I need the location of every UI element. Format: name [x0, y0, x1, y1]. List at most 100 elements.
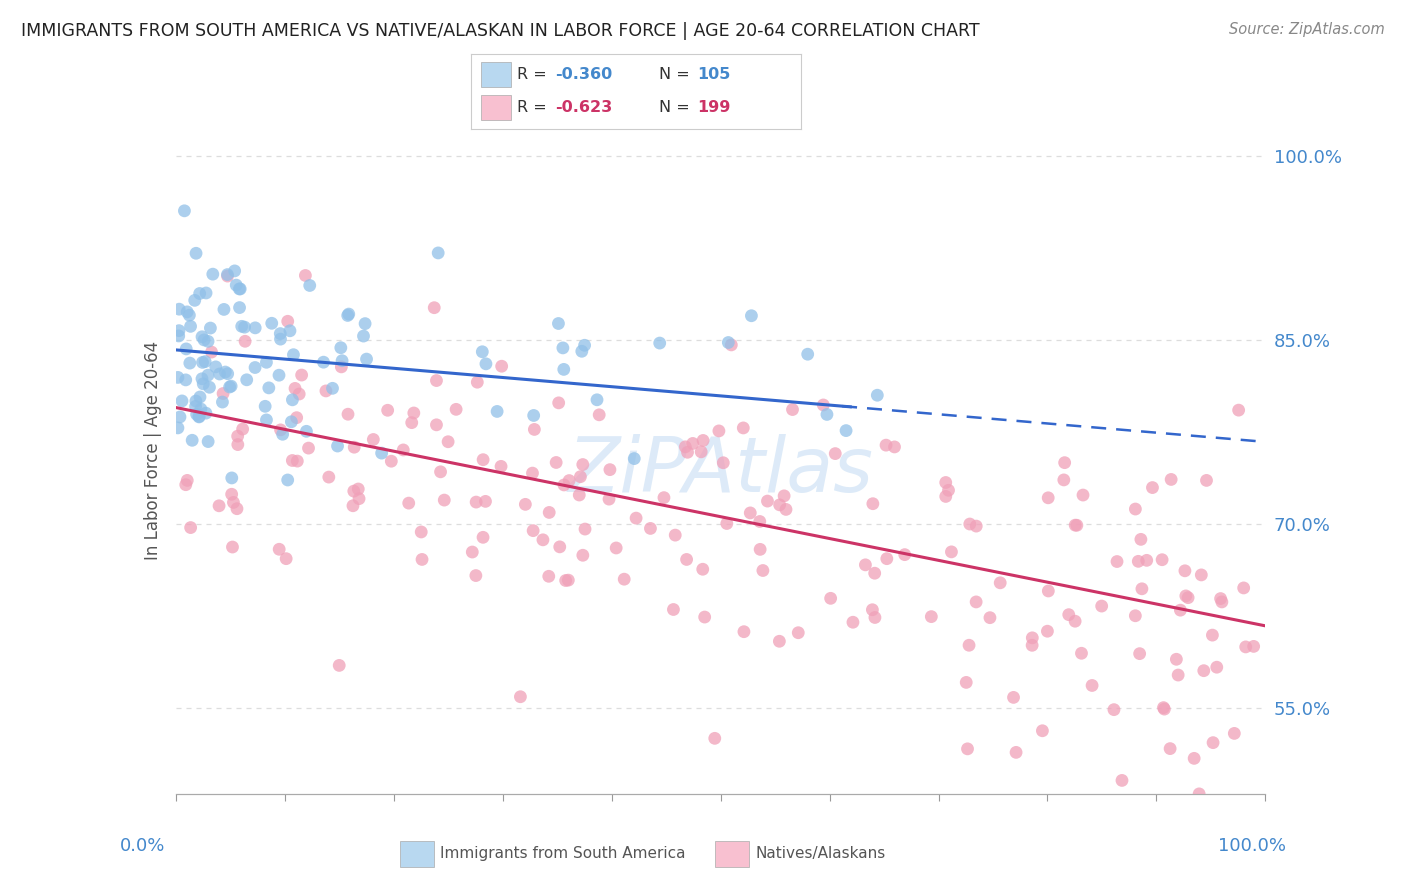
- Point: [1177, 591, 1199, 605]
- Point: [813, 398, 835, 412]
- Point: [191, 355, 214, 369]
- Text: ZiPAtlas: ZiPAtlas: [568, 434, 873, 508]
- Point: [860, 603, 883, 617]
- Point: [574, 338, 596, 352]
- Point: [554, 574, 576, 588]
- Point: [226, 501, 249, 516]
- Point: [523, 422, 546, 436]
- Point: [221, 540, 243, 554]
- Point: [815, 408, 838, 422]
- Text: IMMIGRANTS FROM SOUTH AMERICA VS NATIVE/ALASKAN IN LABOR FORCE | AGE 20-64 CORRE: IMMIGRANTS FROM SOUTH AMERICA VS NATIVE/…: [21, 22, 980, 40]
- Y-axis label: In Labor Force | Age 20-64: In Labor Force | Age 20-64: [143, 341, 162, 560]
- Point: [191, 372, 214, 386]
- Point: [330, 353, 353, 368]
- Point: [703, 731, 725, 746]
- Point: [233, 320, 256, 334]
- Point: [756, 494, 779, 508]
- Point: [281, 453, 304, 467]
- Point: [720, 338, 742, 352]
- Point: [190, 402, 212, 417]
- Point: [474, 494, 496, 508]
- Point: [184, 246, 207, 260]
- Point: [429, 465, 451, 479]
- Point: [920, 609, 942, 624]
- Point: [231, 319, 253, 334]
- Point: [1160, 472, 1182, 486]
- Point: [598, 492, 620, 507]
- Point: [184, 400, 207, 414]
- Point: [664, 528, 686, 542]
- Point: [169, 409, 191, 424]
- Point: [176, 305, 198, 319]
- Point: [547, 396, 569, 410]
- Point: [194, 354, 217, 368]
- Point: [232, 422, 254, 436]
- Point: [260, 316, 283, 330]
- Point: [167, 370, 190, 384]
- Point: [489, 459, 512, 474]
- Point: [176, 474, 198, 488]
- Point: [1064, 614, 1087, 628]
- Point: [329, 341, 352, 355]
- Point: [1064, 518, 1087, 533]
- Point: [959, 516, 981, 531]
- Point: [472, 530, 495, 544]
- Point: [486, 404, 509, 418]
- Point: [433, 493, 456, 508]
- Point: [1227, 403, 1250, 417]
- Point: [235, 373, 257, 387]
- Point: [226, 437, 249, 451]
- Point: [866, 388, 889, 402]
- Point: [170, 393, 193, 408]
- Point: [1170, 603, 1192, 617]
- Point: [648, 336, 671, 351]
- Point: [181, 434, 204, 448]
- Point: [957, 638, 980, 652]
- Point: [1209, 591, 1232, 606]
- Point: [1153, 702, 1175, 716]
- Point: [782, 402, 804, 417]
- Point: [605, 541, 627, 555]
- Point: [676, 445, 699, 459]
- Point: [225, 278, 247, 293]
- Point: [194, 406, 217, 420]
- Point: [212, 302, 235, 317]
- Point: [548, 540, 571, 554]
- Point: [1223, 726, 1246, 740]
- Point: [354, 317, 377, 331]
- Point: [173, 203, 195, 218]
- Point: [1081, 678, 1104, 692]
- Point: [740, 506, 762, 520]
- Point: [326, 439, 349, 453]
- Point: [180, 520, 202, 534]
- Point: [280, 415, 302, 429]
- Point: [398, 496, 420, 510]
- Point: [193, 333, 215, 347]
- Point: [640, 521, 662, 535]
- Point: [208, 367, 231, 381]
- Point: [693, 610, 716, 624]
- Point: [221, 471, 243, 485]
- Point: [184, 394, 207, 409]
- Point: [568, 488, 591, 502]
- Point: [1142, 481, 1164, 495]
- Point: [278, 324, 301, 338]
- Point: [243, 360, 266, 375]
- Point: [318, 470, 340, 484]
- Point: [191, 330, 214, 344]
- Point: [1038, 584, 1060, 599]
- Point: [208, 499, 231, 513]
- Point: [547, 317, 569, 331]
- Point: [748, 515, 770, 529]
- Point: [1205, 660, 1227, 674]
- Point: [179, 356, 201, 370]
- Point: [586, 392, 609, 407]
- Point: [411, 552, 433, 566]
- Point: [174, 373, 197, 387]
- Point: [461, 545, 484, 559]
- Point: [380, 454, 402, 468]
- Point: [835, 424, 858, 438]
- Point: [935, 475, 957, 490]
- Point: [267, 368, 290, 383]
- Point: [224, 264, 246, 278]
